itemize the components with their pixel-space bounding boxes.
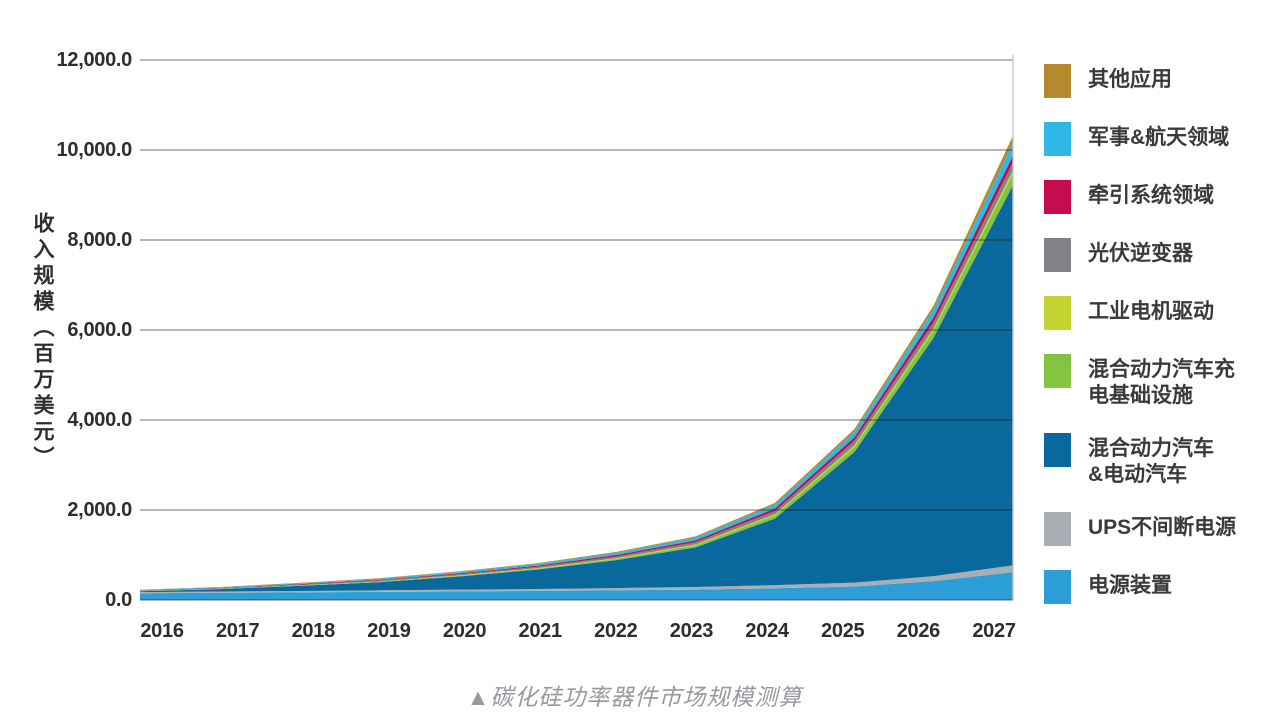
legend-swatch-traction: [1044, 180, 1071, 214]
legend-item-power-supply: 电源装置: [1044, 570, 1236, 604]
x-tick-2026: 2026: [896, 620, 941, 642]
legend-label-hev-ev: 混合动力汽车 &电动汽车: [1088, 437, 1214, 486]
legend-swatch-hev-ev: [1044, 433, 1071, 467]
legend-item-other: 其他应用: [1044, 64, 1236, 98]
legend-item-ups: UPS不间断电源: [1044, 512, 1236, 546]
legend: 其他应用军事&航天领域 牵引系统领域 光伏逆变器工业电机驱动混合动力汽车充 电基础设…: [1044, 64, 1236, 604]
y-tick-6000: 6,000.0: [67, 319, 132, 341]
y-tick-4000: 4,000.0: [67, 409, 132, 431]
legend-item-military-aerospace: 军事&航天领域: [1044, 122, 1236, 156]
legend-label-ups: UPS不间断电源: [1088, 516, 1237, 539]
area-hev-ev: [140, 185, 1013, 593]
area-power-supply: [140, 572, 1013, 600]
legend-item-industrial-motor: 工业电机驱动: [1044, 296, 1236, 330]
x-tick-2023: 2023: [669, 620, 714, 642]
y-tick-2000: 2,000.0: [67, 499, 132, 521]
y-tick-10000: 10,000.0: [56, 139, 133, 161]
y-axis-title: 收入规模（百万美元）: [31, 212, 54, 472]
y-tick-12000: 12,000.0: [56, 49, 133, 71]
x-tick-2020: 2020: [442, 620, 487, 642]
x-tick-2017: 2017: [215, 620, 260, 642]
legend-label-power-supply: 电源装置: [1088, 574, 1172, 597]
legend-item-traction: 牵引系统领域: [1044, 180, 1236, 214]
legend-item-pv-inverter: 光伏逆变器: [1044, 238, 1236, 272]
legend-swatch-pv-inverter: [1044, 238, 1071, 272]
x-tick-2016: 2016: [140, 620, 184, 642]
legend-swatch-military-aerospace: [1044, 122, 1071, 156]
legend-swatch-power-supply: [1044, 570, 1071, 604]
legend-label-charging-infra: 混合动力汽车充 电基础设施: [1088, 358, 1235, 407]
legend-label-pv-inverter: 光伏逆变器: [1088, 242, 1193, 265]
x-tick-2022: 2022: [594, 620, 638, 642]
chart-caption: ▲碳化硅功率器件市场规模测算: [466, 684, 803, 710]
x-tick-2027: 2027: [972, 620, 1016, 642]
legend-swatch-charging-infra: [1044, 354, 1071, 388]
x-tick-2024: 2024: [745, 620, 789, 642]
legend-item-hev-ev: 混合动力汽车 &电动汽车: [1044, 433, 1236, 488]
legend-label-traction: 牵引系统领域: [1088, 184, 1214, 207]
y-tick-0: 0.0: [105, 589, 132, 611]
y-tick-8000: 8,000.0: [67, 229, 132, 251]
legend-swatch-industrial-motor: [1044, 296, 1071, 330]
legend-swatch-ups: [1044, 512, 1071, 546]
x-tick-2025: 2025: [821, 620, 865, 642]
area-ups: [140, 565, 1013, 594]
x-tick-2018: 2018: [291, 620, 336, 642]
legend-item-charging-infra: 混合动力汽车充 电基础设施: [1044, 354, 1236, 409]
legend-label-military-aerospace: 军事&航天领域: [1088, 126, 1230, 149]
x-tick-2021: 2021: [518, 620, 563, 642]
legend-label-other: 其他应用: [1088, 68, 1172, 91]
legend-swatch-other: [1044, 64, 1071, 98]
x-tick-2019: 2019: [367, 620, 411, 642]
legend-label-industrial-motor: 工业电机驱动: [1088, 300, 1214, 323]
